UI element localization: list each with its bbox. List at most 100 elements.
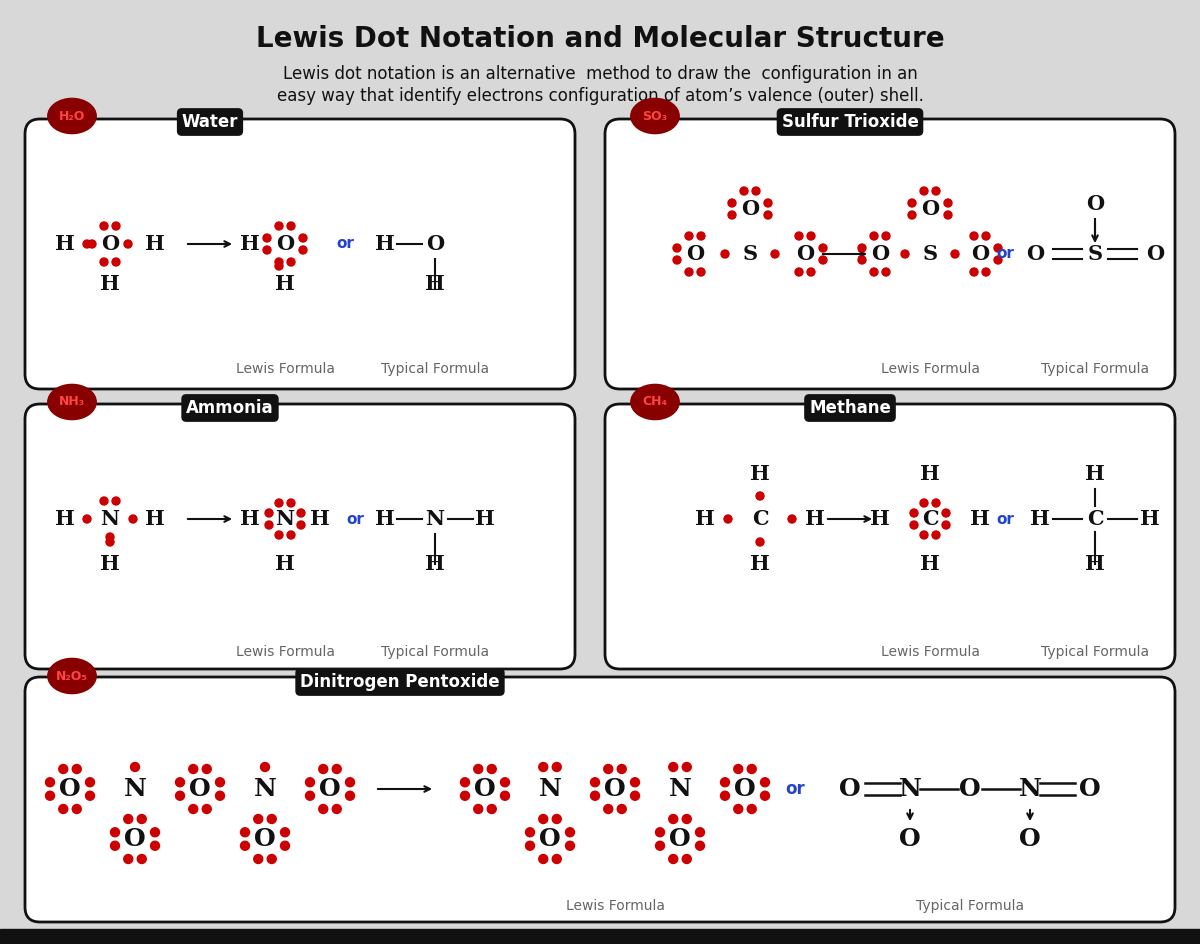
Circle shape bbox=[858, 256, 866, 264]
Circle shape bbox=[124, 240, 132, 248]
Circle shape bbox=[260, 763, 270, 771]
Text: O: O bbox=[426, 234, 444, 254]
Circle shape bbox=[590, 778, 600, 786]
Circle shape bbox=[910, 521, 918, 529]
Text: O: O bbox=[59, 777, 80, 801]
Circle shape bbox=[275, 531, 283, 539]
Circle shape bbox=[752, 187, 760, 195]
Circle shape bbox=[46, 791, 54, 801]
Circle shape bbox=[500, 778, 510, 786]
Text: N: N bbox=[426, 509, 444, 529]
Text: H: H bbox=[920, 464, 940, 484]
Circle shape bbox=[332, 804, 341, 814]
Circle shape bbox=[673, 244, 682, 252]
Text: Ammonia: Ammonia bbox=[186, 399, 274, 417]
Text: H: H bbox=[695, 509, 715, 529]
Text: Typical Formula: Typical Formula bbox=[380, 362, 490, 376]
Text: O: O bbox=[124, 827, 146, 851]
Circle shape bbox=[668, 854, 678, 864]
Circle shape bbox=[106, 538, 114, 546]
Circle shape bbox=[617, 765, 626, 773]
Text: H: H bbox=[750, 464, 770, 484]
Circle shape bbox=[942, 509, 950, 517]
Circle shape bbox=[46, 778, 54, 786]
Text: O: O bbox=[1086, 194, 1104, 214]
Text: Typical Formula: Typical Formula bbox=[380, 645, 490, 659]
Circle shape bbox=[287, 499, 295, 507]
Circle shape bbox=[970, 268, 978, 276]
Text: C: C bbox=[922, 509, 938, 529]
Text: Lewis Dot Notation and Molecular Structure: Lewis Dot Notation and Molecular Structu… bbox=[256, 25, 944, 53]
Circle shape bbox=[756, 538, 764, 546]
Circle shape bbox=[668, 763, 678, 771]
Text: O: O bbox=[319, 777, 341, 801]
Circle shape bbox=[110, 828, 120, 836]
Circle shape bbox=[83, 515, 91, 523]
Text: or: or bbox=[996, 246, 1014, 261]
Text: N: N bbox=[253, 777, 276, 801]
Circle shape bbox=[683, 815, 691, 823]
Text: Lewis Formula: Lewis Formula bbox=[881, 362, 979, 376]
Circle shape bbox=[306, 791, 314, 801]
Text: N₂O₅: N₂O₅ bbox=[56, 669, 88, 683]
Text: H: H bbox=[805, 509, 824, 529]
Text: H: H bbox=[1140, 509, 1160, 529]
Text: H: H bbox=[475, 509, 494, 529]
Circle shape bbox=[268, 854, 276, 864]
Text: H: H bbox=[240, 234, 260, 254]
Circle shape bbox=[796, 268, 803, 276]
Text: O: O bbox=[604, 777, 626, 801]
Circle shape bbox=[728, 211, 736, 219]
Ellipse shape bbox=[48, 658, 96, 694]
Circle shape bbox=[216, 778, 224, 786]
Circle shape bbox=[332, 765, 341, 773]
Circle shape bbox=[85, 791, 95, 801]
Circle shape bbox=[85, 778, 95, 786]
Circle shape bbox=[590, 791, 600, 801]
Circle shape bbox=[112, 497, 120, 505]
Circle shape bbox=[131, 763, 139, 771]
Text: O: O bbox=[254, 827, 276, 851]
Text: Typical Formula: Typical Formula bbox=[916, 899, 1024, 913]
Circle shape bbox=[565, 828, 575, 836]
Circle shape bbox=[733, 804, 743, 814]
Text: H: H bbox=[376, 234, 395, 254]
Circle shape bbox=[150, 828, 160, 836]
Text: O: O bbox=[1026, 244, 1044, 264]
Circle shape bbox=[299, 234, 307, 242]
Circle shape bbox=[724, 515, 732, 523]
Circle shape bbox=[188, 765, 198, 773]
Circle shape bbox=[175, 791, 185, 801]
Circle shape bbox=[721, 250, 730, 258]
Text: O: O bbox=[971, 244, 989, 264]
Text: Lewis Formula: Lewis Formula bbox=[235, 362, 335, 376]
Circle shape bbox=[265, 509, 274, 517]
Circle shape bbox=[728, 199, 736, 207]
Circle shape bbox=[733, 765, 743, 773]
Text: O: O bbox=[276, 234, 294, 254]
Text: N: N bbox=[539, 777, 562, 801]
Text: H: H bbox=[970, 509, 990, 529]
Circle shape bbox=[299, 246, 307, 254]
Text: N: N bbox=[899, 777, 922, 801]
Circle shape bbox=[552, 815, 562, 823]
Text: H: H bbox=[100, 274, 120, 294]
Text: Sulfur Trioxide: Sulfur Trioxide bbox=[781, 113, 918, 131]
Text: O: O bbox=[670, 827, 691, 851]
Circle shape bbox=[281, 828, 289, 836]
Circle shape bbox=[72, 804, 82, 814]
Circle shape bbox=[910, 509, 918, 517]
Circle shape bbox=[994, 244, 1002, 252]
Circle shape bbox=[306, 778, 314, 786]
Circle shape bbox=[920, 499, 928, 507]
Circle shape bbox=[124, 815, 133, 823]
Circle shape bbox=[100, 222, 108, 230]
Text: O: O bbox=[734, 777, 756, 801]
Text: O: O bbox=[899, 827, 920, 851]
Circle shape bbox=[500, 791, 510, 801]
Circle shape bbox=[203, 765, 211, 773]
Circle shape bbox=[263, 246, 271, 254]
Circle shape bbox=[319, 765, 328, 773]
Circle shape bbox=[275, 262, 283, 270]
Circle shape bbox=[263, 234, 271, 242]
